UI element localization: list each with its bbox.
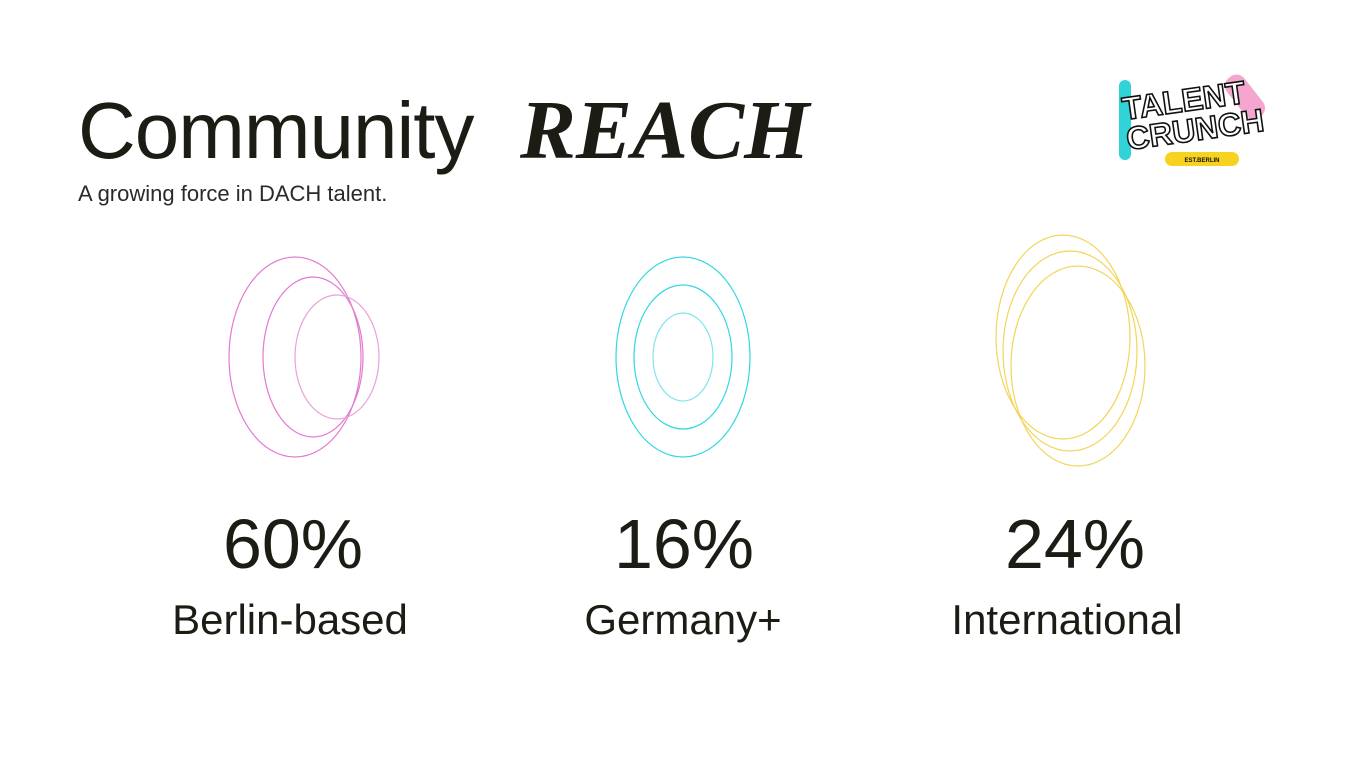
stat-label: International bbox=[951, 596, 1182, 643]
stat-value: 60% bbox=[223, 505, 363, 583]
logo-badge-text: EST.BERLIN bbox=[1184, 158, 1219, 164]
stat-value: 24% bbox=[1005, 505, 1145, 583]
oval bbox=[228, 256, 362, 458]
logo-badge bbox=[1165, 152, 1239, 166]
stat-label: Germany+ bbox=[584, 596, 781, 643]
oval bbox=[615, 256, 751, 458]
title-main: Community bbox=[78, 86, 475, 175]
ovals-cyan bbox=[615, 256, 751, 458]
oval bbox=[652, 312, 714, 402]
ovals-pink bbox=[228, 256, 380, 458]
oval bbox=[1002, 250, 1138, 452]
oval bbox=[995, 234, 1131, 440]
title-emphasis: REACH bbox=[519, 84, 812, 177]
logo-bar bbox=[1119, 80, 1131, 160]
oval bbox=[633, 284, 733, 430]
ovals-yellow bbox=[995, 234, 1146, 467]
oval bbox=[262, 276, 364, 438]
oval bbox=[1010, 265, 1146, 467]
stat-label: Berlin-based bbox=[172, 596, 408, 643]
stat-value: 16% bbox=[614, 505, 754, 583]
subtitle: A growing force in DACH talent. bbox=[78, 181, 387, 206]
logo-accent bbox=[1224, 74, 1266, 120]
oval bbox=[294, 294, 380, 420]
